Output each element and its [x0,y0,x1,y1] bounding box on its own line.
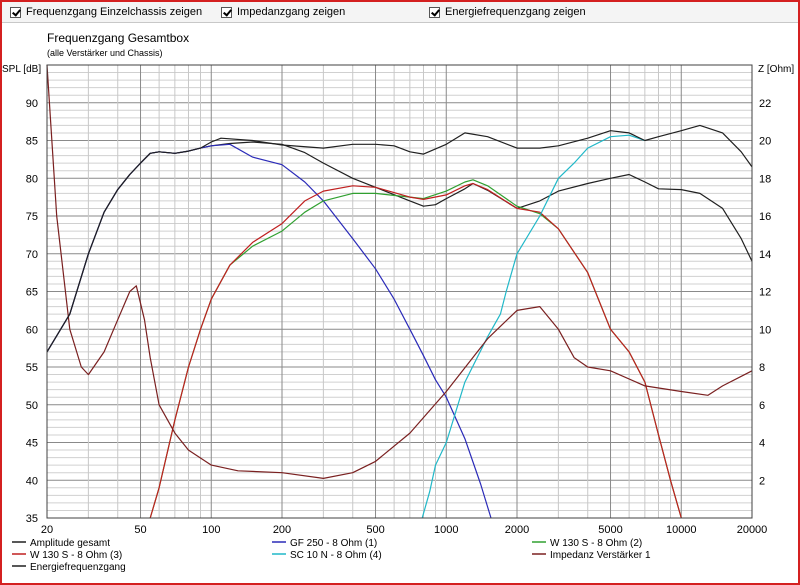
x-tick-label: 500 [366,524,384,536]
series-line-5 [421,134,646,519]
y2-tick-label: 22 [759,98,771,110]
x-tick-label: 1000 [434,524,458,536]
legend-label: GF 250 - 8 Ohm (1) [290,538,377,549]
legend-item-1: Amplitude gesamt [12,538,110,549]
x-tick-label: 200 [273,524,291,536]
x-tick-label: 20000 [737,524,768,536]
y2-tick-label: 4 [759,438,765,450]
legend-item-7: Energiefrequenzgang [12,562,126,573]
y2-tick-label: 10 [759,324,771,336]
checkbox-label: Frequenzgang Einzelchassis zeigen [26,6,203,18]
y-tick-label: 80 [26,173,38,185]
series-line-7 [46,124,753,353]
y2-tick-label: 2 [759,475,765,487]
legend-item-5: SC 10 N - 8 Ohm (4) [272,550,382,561]
y-tick-label: 45 [26,438,38,450]
legend-label: Impedanz Verstärker 1 [550,550,651,561]
legend-item-3: W 130 S - 8 Ohm (2) [532,538,642,549]
series-line-1 [46,141,753,353]
legend-item-2: GF 250 - 8 Ohm (1) [272,538,377,549]
legend-label: W 130 S - 8 Ohm (2) [550,538,642,549]
series-line-4 [149,182,682,519]
y-tick-label: 65 [26,287,38,299]
checkbox-checked-icon [429,6,440,18]
checkbox-show-energy-response[interactable]: Energiefrequenzgang zeigen [429,5,586,19]
x-tick-label: 5000 [598,524,622,536]
chart-title: Frequenzgang Gesamtbox [47,31,189,45]
y-tick-label: 40 [26,475,38,487]
y-axis-label: SPL [dB] [2,64,41,75]
y-tick-label: 50 [26,400,38,412]
checkbox-label: Energiefrequenzgang zeigen [445,6,586,18]
y-tick-label: 90 [26,98,38,110]
y2-tick-label: 16 [759,211,771,223]
legend-item-6: Impedanz Verstärker 1 [532,550,651,561]
chart-subtitle: (alle Verstärker und Chassis) [47,48,163,58]
plot-area-border [46,64,753,519]
y2-tick-label: 12 [759,287,771,299]
y2-tick-label: 18 [759,173,771,185]
y-tick-label: 55 [26,362,38,374]
x-tick-label: 10000 [666,524,697,536]
legend-label: SC 10 N - 8 Ohm (4) [290,550,382,561]
y-tick-label: 70 [26,249,38,261]
options-bar: Frequenzgang Einzelchassis zeigen Impeda… [2,2,798,23]
legend-label: W 130 S - 8 Ohm (3) [30,550,122,561]
series-line-2 [46,143,492,519]
checkbox-show-impedance[interactable]: Impedanzgang zeigen [221,5,345,19]
y-tick-label: 85 [26,136,38,148]
x-tick-label: 20 [41,524,53,536]
x-tick-label: 50 [134,524,146,536]
y2-axis-label: Z [Ohm] [758,64,794,75]
legend-item-4: W 130 S - 8 Ohm (3) [12,550,122,561]
checkbox-label: Impedanzgang zeigen [237,6,346,18]
legend-label: Energiefrequenzgang [30,562,126,573]
series-line-6 [46,64,753,479]
y2-tick-label: 20 [759,136,771,148]
y-tick-label: 60 [26,324,38,336]
checkbox-checked-icon [10,6,21,18]
y2-tick-label: 6 [759,400,765,412]
checkbox-show-single-drivers[interactable]: Frequenzgang Einzelchassis zeigen [10,5,202,19]
legend-label: Amplitude gesamt [30,538,110,549]
y2-tick-label: 8 [759,362,765,374]
y-tick-label: 35 [26,513,38,525]
x-tick-label: 100 [202,524,220,536]
y2-tick-label: 14 [759,249,771,261]
checkbox-checked-icon [221,6,232,18]
series-line-3 [149,179,682,519]
x-tick-label: 2000 [505,524,529,536]
y-tick-label: 75 [26,211,38,223]
